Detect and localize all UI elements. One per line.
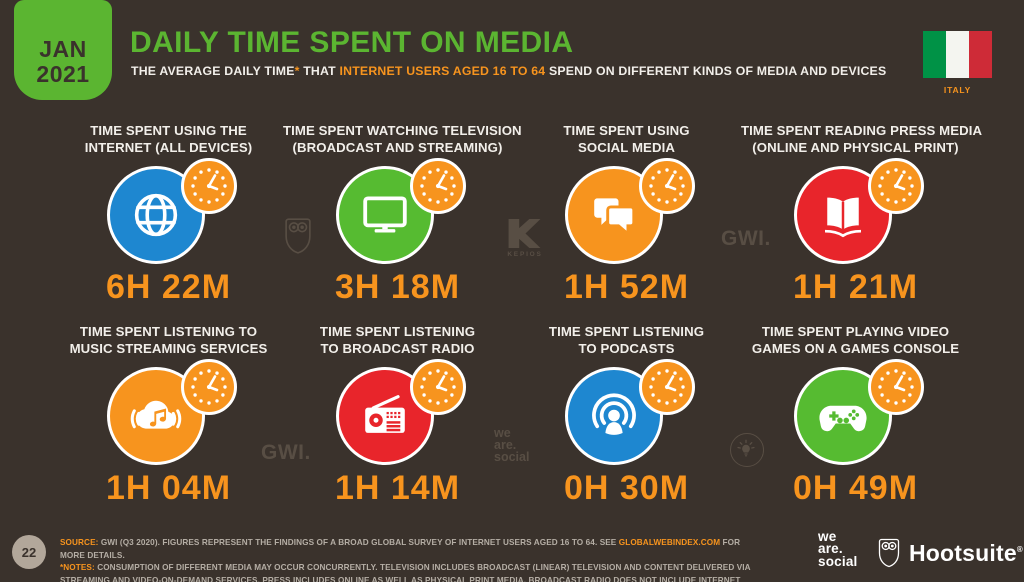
hootsuite-owl-watermark-icon xyxy=(283,215,313,257)
card-title: TIME SPENT USING THE INTERNET (ALL DEVIC… xyxy=(84,123,253,156)
country-flag-block: ITALY xyxy=(923,31,992,95)
kepios-k-icon xyxy=(508,219,542,248)
stat-card-music-streaming: TIME SPENT LISTENING TO MUSIC STREAMING … xyxy=(54,323,283,508)
cards-grid: TIME SPENT USING THE INTERNET (ALL DEVIC… xyxy=(54,122,983,508)
stat-card-press-media: TIME SPENT READING PRESS MEDIA (ONLINE A… xyxy=(741,122,983,307)
date-badge: JAN 2021 xyxy=(14,0,112,100)
globalwebindex-link[interactable]: GLOBALWEBINDEX.COM xyxy=(618,538,721,547)
stat-icon-group xyxy=(788,359,924,465)
kepios-label: KEPIOS xyxy=(507,251,543,258)
card-title: TIME SPENT LISTENING TO BROADCAST RADIO xyxy=(319,324,476,357)
card-title: TIME SPENT LISTENING TO MUSIC STREAMING … xyxy=(69,324,268,357)
date-month: JAN xyxy=(39,35,87,62)
cloud-music-icon xyxy=(106,367,205,465)
stat-icon-group xyxy=(101,359,237,465)
kepios-watermark: KEPIOS xyxy=(503,219,547,258)
stat-value: 1H 52M xyxy=(563,268,690,306)
stat-icon-group xyxy=(330,158,466,264)
clock-icon xyxy=(867,158,924,214)
lightbulb-watermark-icon xyxy=(730,433,764,467)
subtitle-highlight: INTERNET USERS AGED 16 TO 64 xyxy=(339,64,546,78)
notes-line: *NOTES: CONSUMPTION OF DIFFERENT MEDIA M… xyxy=(60,563,751,582)
page-subtitle: THE AVERAGE DAILY TIME* THAT INTERNET US… xyxy=(131,64,886,78)
subtitle-text: SPEND ON DIFFERENT KINDS OF MEDIA AND DE… xyxy=(545,64,887,78)
stat-card-internet: TIME SPENT USING THE INTERNET (ALL DEVIC… xyxy=(54,122,283,307)
stat-value: 1H 14M xyxy=(334,469,461,507)
notes-label: *NOTES: xyxy=(60,563,95,573)
clock-icon xyxy=(180,158,237,214)
gwi-watermark: GWI. xyxy=(261,441,311,464)
clock-icon xyxy=(409,359,466,415)
stat-value: 1H 04M xyxy=(105,469,232,507)
card-title: TIME SPENT USING SOCIAL MEDIA xyxy=(563,123,690,156)
stat-card-podcasts: TIME SPENT LISTENING TO PODCASTS 0H 30M xyxy=(512,323,741,508)
subtitle-text: THAT xyxy=(299,64,340,78)
source-line: SOURCE: GWI (Q3 2020). FIGURES REPRESENT… xyxy=(60,538,741,560)
subtitle-asterisk: * xyxy=(294,64,300,78)
stat-value: 0H 30M xyxy=(563,469,690,507)
subtitle-text: THE AVERAGE DAILY TIME xyxy=(131,64,295,78)
clock-icon xyxy=(180,359,237,415)
date-year: 2021 xyxy=(36,61,90,88)
flag-green-stripe xyxy=(923,31,946,78)
clock-icon xyxy=(638,359,695,415)
stat-card-social-media: TIME SPENT USING SOCIAL MEDIA 1H 52M xyxy=(512,122,741,307)
stat-icon-group xyxy=(330,359,466,465)
stat-value: 6H 22M xyxy=(105,268,232,306)
stat-icon-group xyxy=(559,359,695,465)
stat-value: 0H 49M xyxy=(792,469,919,507)
stat-icon-group xyxy=(559,158,695,264)
clock-icon xyxy=(867,359,924,415)
gwi-watermark: GWI. xyxy=(721,227,771,250)
stat-card-broadcast-radio: TIME SPENT LISTENING TO BROADCAST RADIO … xyxy=(283,323,512,508)
country-label: ITALY xyxy=(943,85,972,95)
stat-card-television: TIME SPENT WATCHING TELEVISION (BROADCAS… xyxy=(283,122,522,307)
page-number: 22 xyxy=(12,535,46,569)
card-title: TIME SPENT PLAYING VIDEO GAMES ON A GAME… xyxy=(751,324,960,357)
stat-card-video-games: TIME SPENT PLAYING VIDEO GAMES ON A GAME… xyxy=(741,323,970,508)
clock-icon xyxy=(638,158,695,214)
hootsuite-wordmark: Hootsuite® xyxy=(909,539,1023,566)
flag-white-stripe xyxy=(946,31,969,78)
italy-flag xyxy=(923,31,992,78)
card-title: TIME SPENT WATCHING TELEVISION (BROADCAS… xyxy=(283,123,522,156)
stat-value: 3H 18M xyxy=(334,268,461,306)
we-are-social-watermark: we are. social xyxy=(494,426,530,464)
hootsuite-logo: Hootsuite® xyxy=(876,538,1023,568)
stat-icon-group xyxy=(788,158,924,264)
page-title: DAILY TIME SPENT ON MEDIA xyxy=(130,26,574,59)
card-title: TIME SPENT READING PRESS MEDIA (ONLINE A… xyxy=(741,123,983,156)
stat-icon-group xyxy=(101,158,237,264)
stat-value: 1H 21M xyxy=(792,268,919,306)
hootsuite-owl-icon xyxy=(876,538,902,568)
clock-icon xyxy=(409,158,466,214)
source-label: SOURCE: xyxy=(60,538,99,547)
flag-red-stripe xyxy=(969,31,992,78)
source-notes: SOURCE: GWI (Q3 2020). FIGURES REPRESENT… xyxy=(60,537,752,582)
card-title: TIME SPENT LISTENING TO PODCASTS xyxy=(548,324,705,357)
we-are-social-logo: we are. social xyxy=(818,529,858,569)
